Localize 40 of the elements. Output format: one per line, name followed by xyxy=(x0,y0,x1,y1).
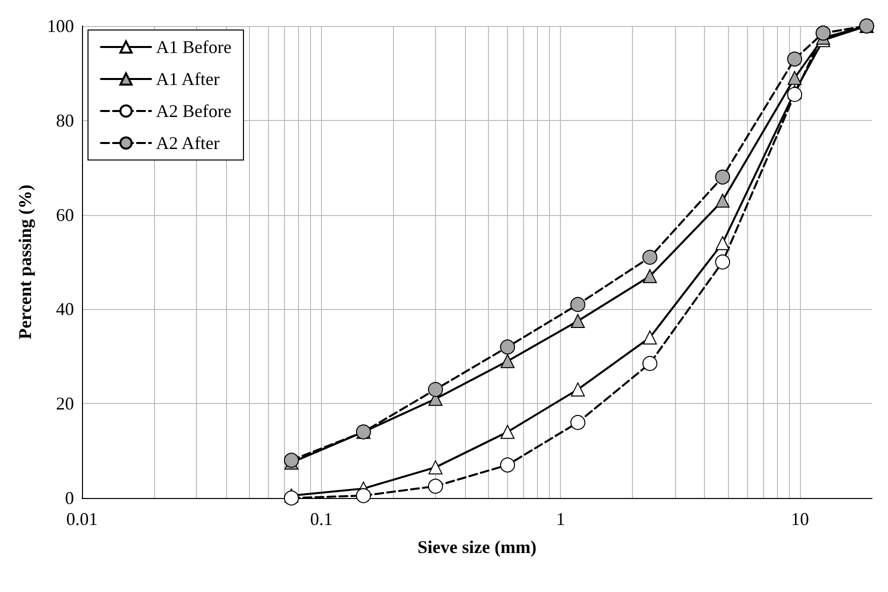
x-axis-title: Sieve size (mm) xyxy=(418,537,536,557)
point xyxy=(642,250,658,265)
point xyxy=(500,339,516,354)
x-tick-label: 1 xyxy=(556,509,566,529)
legend-label: A2 After xyxy=(156,133,220,153)
point xyxy=(570,296,586,312)
y-tick-label: 100 xyxy=(47,16,74,36)
point xyxy=(428,382,444,397)
point xyxy=(715,254,730,270)
y-axis-title: Percent passing (%) xyxy=(15,184,35,340)
point xyxy=(284,490,299,506)
point xyxy=(788,70,802,85)
legend-label: A2 Before xyxy=(156,101,232,121)
point xyxy=(787,52,802,67)
point xyxy=(500,424,515,439)
point xyxy=(716,236,730,250)
x-tick-label: 0.1 xyxy=(310,509,333,529)
point xyxy=(356,488,371,504)
legend-label: A1 After xyxy=(156,69,220,89)
point xyxy=(500,457,516,472)
point xyxy=(787,86,802,102)
x-tick-label: 0.01 xyxy=(66,509,98,529)
point xyxy=(570,314,585,328)
y-tick-label: 40 xyxy=(56,299,74,320)
point xyxy=(428,460,443,474)
y-tick-label: 20 xyxy=(56,394,74,414)
y-tick-label: 60 xyxy=(56,204,74,225)
point xyxy=(716,194,730,208)
point xyxy=(642,269,657,284)
point xyxy=(642,356,658,371)
legend-label: A1 Before xyxy=(156,37,232,57)
point xyxy=(570,382,585,396)
point xyxy=(428,478,444,494)
y-tick-label: 0 xyxy=(65,488,74,508)
point xyxy=(500,354,515,368)
point xyxy=(715,170,730,185)
x-tick-label: 10 xyxy=(790,509,809,529)
y-tick-label: 80 xyxy=(56,110,74,130)
point xyxy=(570,414,586,430)
point xyxy=(642,330,657,345)
